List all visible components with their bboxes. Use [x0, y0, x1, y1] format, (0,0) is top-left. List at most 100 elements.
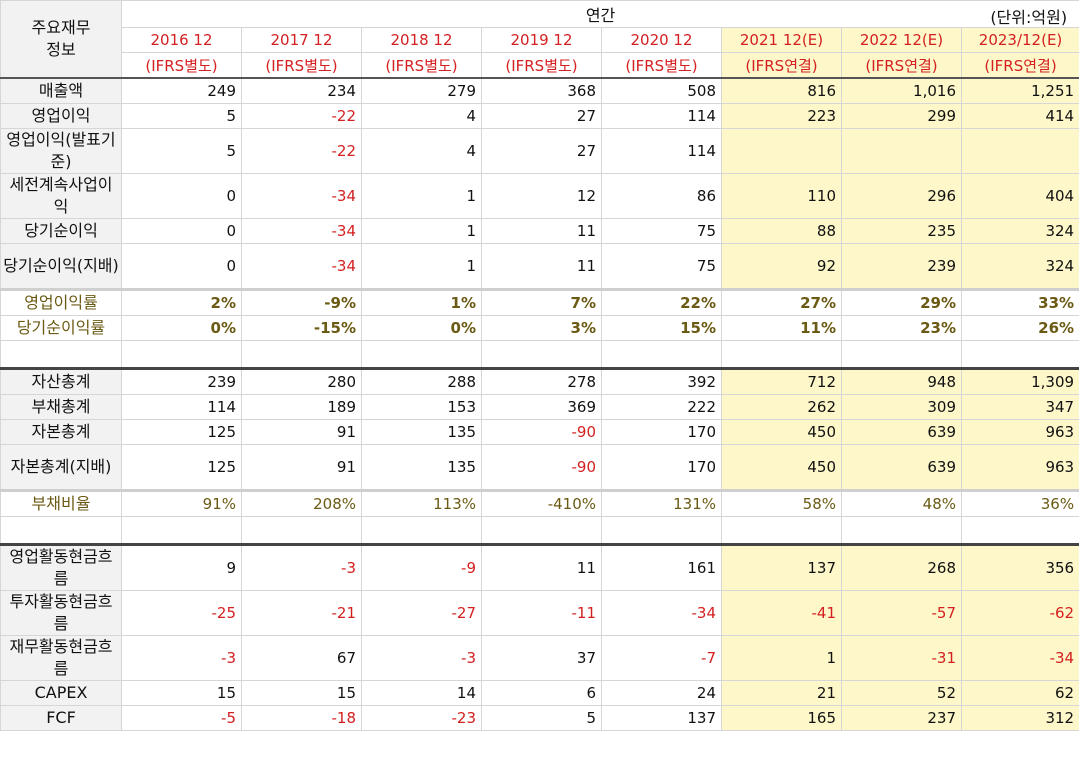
spacer-cell: [841, 516, 962, 545]
table-cell: -22: [241, 103, 362, 129]
table-cell: [960, 128, 1079, 174]
table-cell: 113%: [361, 489, 482, 517]
table-cell: -18: [241, 705, 362, 731]
table-cell: 170: [601, 444, 722, 491]
table-cell: 392: [601, 367, 722, 395]
table-cell: 52: [841, 680, 962, 706]
table-row: CAPEX 15 15 14 6 24 21 52 62: [0, 680, 1079, 706]
table-cell: 222: [601, 394, 722, 420]
table-body: 매출액 249 234 279 368 508 816 1,016 1,251 영업이익 5 -22 4…: [0, 77, 1079, 731]
row-label: 자본총계: [0, 419, 122, 445]
spacer-cell: [0, 340, 122, 369]
table-cell: 29%: [841, 288, 962, 316]
table-cell: 816: [721, 77, 842, 104]
table-cell: 22%: [601, 288, 722, 316]
table-row: FCF -5 -18 -23 5 137 165 237 312: [0, 705, 1079, 731]
column-year: 2023/12(E): [960, 27, 1079, 53]
table-cell: 27: [481, 128, 602, 174]
table-row: 자본총계(지배) 125 91 135 -90 170 450 639 963: [0, 444, 1079, 491]
table-cell: 135: [361, 444, 482, 491]
table-cell: 963: [960, 419, 1079, 445]
table-cell: 249: [121, 77, 242, 104]
table-cell: 24: [601, 680, 722, 706]
row-label: 영업이익률: [0, 288, 122, 316]
table-cell: -23: [361, 705, 482, 731]
table-cell: 58%: [721, 489, 842, 517]
table-cell: 639: [841, 444, 962, 491]
table-row: 당기순이익(지배) 0 -34 1 11 75 92 239 324: [0, 243, 1079, 290]
table-cell: 288: [361, 367, 482, 395]
table-cell: 12: [481, 173, 602, 219]
corner-label: 주요재무 정보: [0, 0, 122, 79]
table-cell: 137: [721, 543, 842, 591]
table-cell: 5: [121, 128, 242, 174]
table-row: 부채총계 114 189 153 369 222 262 309 347: [0, 394, 1079, 420]
table-cell: 1: [361, 243, 482, 290]
table-cell: 208%: [241, 489, 362, 517]
table-cell: 9: [121, 543, 242, 591]
table-cell: 189: [241, 394, 362, 420]
table-cell: 223: [721, 103, 842, 129]
table-row: 영업이익(발표기준) 5 -22 4 27 114: [0, 128, 1079, 174]
table-cell: -22: [241, 128, 362, 174]
table-cell: 114: [121, 394, 242, 420]
table-cell: 368: [481, 77, 602, 104]
table-cell: 33%: [960, 288, 1079, 316]
row-label: 영업활동현금흐름: [0, 543, 122, 591]
table-cell: 309: [841, 394, 962, 420]
table-row: 매출액 249 234 279 368 508 816 1,016 1,251: [0, 77, 1079, 104]
column-year: 2020 12: [601, 27, 722, 53]
spacer-cell: [0, 516, 122, 545]
table-cell: -5: [121, 705, 242, 731]
table-cell: 11%: [721, 315, 842, 341]
table-cell: 131%: [601, 489, 722, 517]
column-basis: (IFRS별도): [601, 52, 722, 79]
spacer-cell: [241, 340, 362, 369]
spacer-cell: [721, 516, 842, 545]
table-cell: -41: [721, 590, 842, 636]
table-cell: -3: [361, 635, 482, 681]
table-cell: 165: [721, 705, 842, 731]
table-cell: -27: [361, 590, 482, 636]
table-cell: 91: [241, 419, 362, 445]
table-cell: -31: [841, 635, 962, 681]
table-cell: 324: [960, 243, 1079, 290]
unit-label: (단위:억원): [990, 8, 1068, 27]
table-cell: -15%: [241, 315, 362, 341]
table-cell: -410%: [481, 489, 602, 517]
table-cell: -90: [481, 444, 602, 491]
table-cell: -34: [960, 635, 1079, 681]
table-cell: 369: [481, 394, 602, 420]
table-cell: 88: [721, 218, 842, 244]
column-basis: (IFRS별도): [241, 52, 362, 79]
table-cell: [721, 128, 842, 174]
table-cell: 0: [121, 218, 242, 244]
table-cell: 0%: [121, 315, 242, 341]
row-label: CAPEX: [0, 680, 122, 706]
table-cell: 62: [960, 680, 1079, 706]
table-cell: 278: [481, 367, 602, 395]
column-year: 2016 12: [121, 27, 242, 53]
table-cell: 161: [601, 543, 722, 591]
table-cell: 1: [721, 635, 842, 681]
spacer-cell: [601, 516, 722, 545]
row-label: 재무활동현금흐름: [0, 635, 122, 681]
table-row: 부채비율 91% 208% 113% -410% 131% 58% 48% 36%: [0, 489, 1079, 517]
table-cell: 4: [361, 128, 482, 174]
table-cell: 963: [960, 444, 1079, 491]
table-cell: 0%: [361, 315, 482, 341]
table-cell: 356: [960, 543, 1079, 591]
row-label: 투자활동현금흐름: [0, 590, 122, 636]
table-cell: 1: [361, 218, 482, 244]
table-cell: 153: [361, 394, 482, 420]
table-cell: 91: [241, 444, 362, 491]
table-cell: 0: [121, 173, 242, 219]
spacer-cell: [960, 516, 1079, 545]
row-label: 당기순이익(지배): [0, 243, 122, 290]
table-cell: 75: [601, 218, 722, 244]
column-year: 2019 12: [481, 27, 602, 53]
row-label: 당기순이익률: [0, 315, 122, 341]
column-basis: (IFRS별도): [481, 52, 602, 79]
table-cell: 268: [841, 543, 962, 591]
table-cell: -3: [241, 543, 362, 591]
